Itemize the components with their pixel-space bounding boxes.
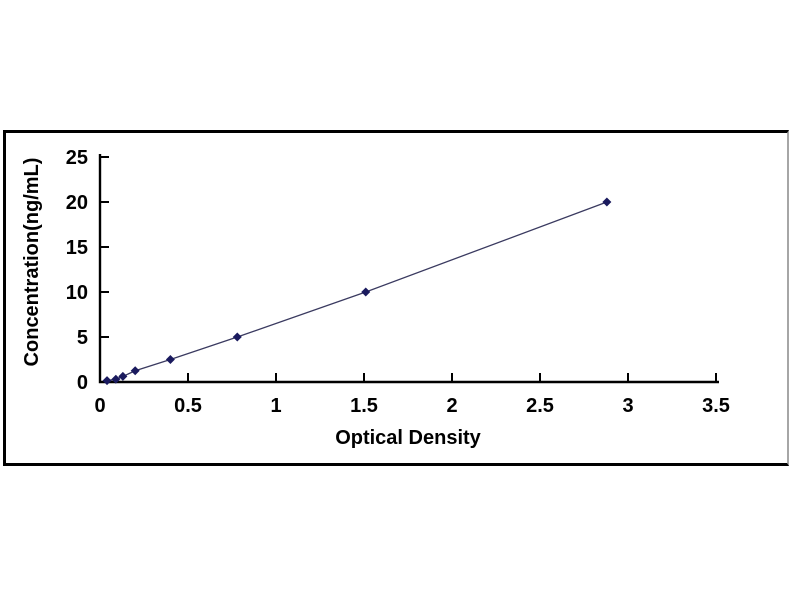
x-tick-label: 3 — [622, 395, 633, 417]
x-tick-label: 2 — [446, 395, 457, 417]
data-point-marker — [130, 366, 140, 376]
y-tick-label: 25 — [66, 147, 88, 169]
chart-border-frame — [3, 130, 789, 466]
x-axis-title: Optical Density — [335, 427, 481, 449]
x-tick-label: 0 — [94, 395, 105, 417]
data-point-marker — [165, 355, 175, 364]
data-point-marker — [102, 376, 112, 386]
standard-curve-line — [106, 201, 608, 382]
y-tick-label: 15 — [66, 237, 88, 259]
data-point-marker — [602, 197, 612, 207]
x-tick-label: 1 — [270, 395, 281, 417]
y-tick-label: 10 — [66, 282, 88, 304]
x-tick-label: 2.5 — [526, 395, 554, 417]
data-point-marker — [232, 332, 242, 342]
data-point-marker — [111, 374, 121, 384]
x-tick-label: 3.5 — [702, 395, 730, 417]
y-tick-label: 0 — [77, 372, 88, 394]
x-tick-label: 1.5 — [350, 395, 378, 417]
y-tick-label: 5 — [77, 327, 88, 349]
data-point-marker — [361, 287, 371, 297]
data-point-marker — [118, 371, 128, 381]
plot-generated-layer: 0 5 10 15 20 25 0 0.5 1 1.5 2 2.5 3 3.5 — [66, 147, 730, 417]
x-tick-label: 0.5 — [174, 395, 202, 417]
y-tick-label: 20 — [66, 192, 88, 214]
axis-lines — [98, 154, 719, 384]
y-axis-title: Concentration(ng/mL) — [21, 158, 43, 367]
